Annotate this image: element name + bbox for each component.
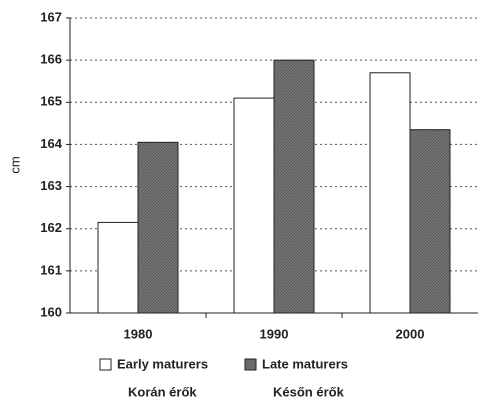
bar [273,59,315,314]
y-tick-label: 163 [40,178,62,193]
y-tick-label: 161 [40,262,62,277]
bar [409,129,451,314]
y-tick-label: 167 [40,9,62,24]
y-tick-label: 165 [40,94,62,109]
y-tick-label: 162 [40,220,62,235]
y-tick-label: 160 [40,304,62,319]
legend-swatch [244,358,257,371]
y-tick-label: 166 [40,52,62,67]
legend-alt-label: Korán érők [128,384,197,399]
bar [369,72,411,314]
legend-label: Late maturers [262,356,348,371]
y-tick-label: 164 [40,136,62,151]
y-axis-label: cm [7,156,22,173]
legend-label: Early maturers [117,356,208,371]
bar [233,97,275,314]
legend-swatch [99,358,112,371]
bar [97,221,139,314]
x-tick-label: 1980 [124,326,153,341]
bar [137,141,179,314]
x-tick-label: 1990 [260,326,289,341]
x-tick-label: 2000 [396,326,425,341]
legend-alt-label: Későn érők [273,384,345,399]
